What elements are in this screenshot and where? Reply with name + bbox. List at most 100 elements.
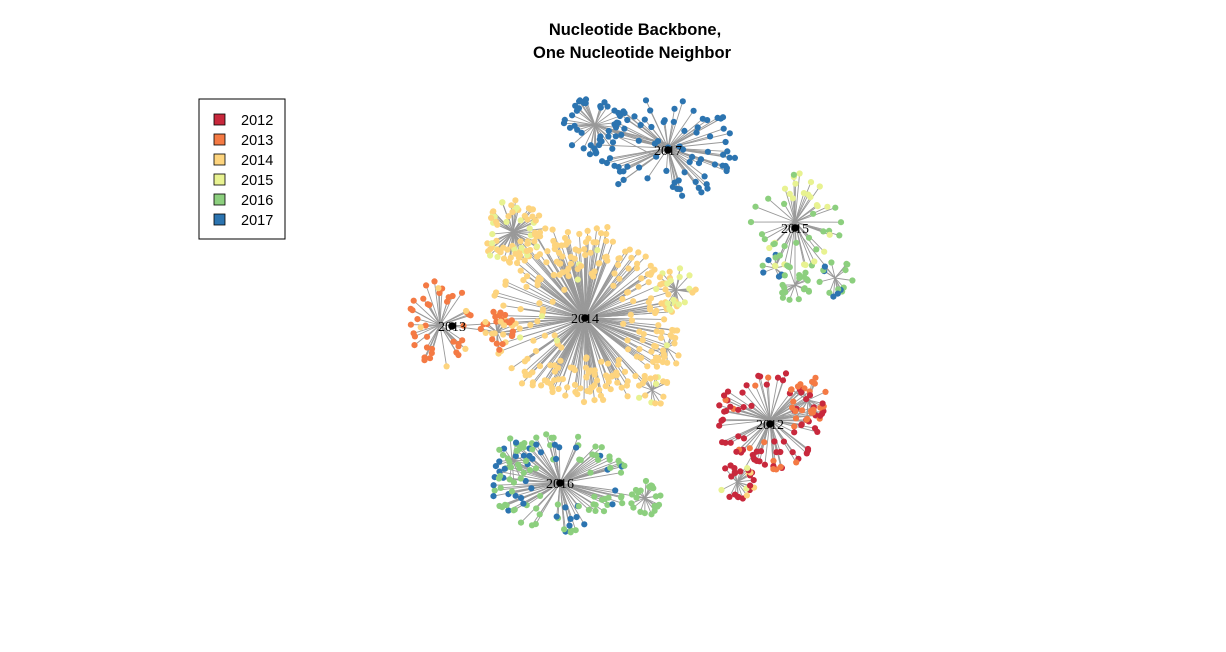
node: [743, 492, 751, 499]
node: [501, 501, 509, 508]
node: [662, 286, 669, 293]
node: [813, 246, 820, 253]
node: [611, 270, 618, 277]
edge: [493, 482, 561, 486]
node: [633, 353, 641, 360]
node: [549, 226, 556, 233]
node: [771, 438, 778, 445]
node: [506, 459, 513, 466]
edge: [583, 124, 596, 149]
node: [599, 496, 606, 503]
edge: [559, 482, 578, 518]
node: [647, 295, 655, 302]
node: [534, 278, 541, 285]
node: [575, 433, 582, 440]
node: [458, 289, 466, 296]
node: [636, 394, 643, 401]
node: [624, 116, 631, 124]
edge: [559, 455, 597, 484]
node: [695, 184, 702, 191]
edge: [759, 376, 771, 421]
node: [522, 457, 530, 464]
node: [657, 492, 664, 499]
node: [621, 368, 629, 375]
node: [585, 506, 593, 513]
node: [506, 259, 513, 266]
node: [739, 389, 746, 396]
node: [826, 289, 833, 296]
edge: [743, 419, 771, 439]
node: [423, 282, 430, 289]
node: [536, 363, 544, 370]
node: [529, 206, 537, 213]
edge: [584, 317, 664, 351]
node: [689, 289, 696, 296]
node: [407, 321, 414, 328]
node: [536, 212, 543, 219]
node: [526, 225, 533, 232]
node: [557, 357, 564, 364]
node: [517, 519, 525, 526]
edge: [584, 317, 658, 368]
edge: [764, 221, 796, 240]
node: [567, 527, 575, 534]
node: [800, 286, 808, 293]
edge: [584, 298, 623, 319]
node: [571, 381, 579, 388]
node: [550, 237, 557, 245]
node: [533, 434, 540, 441]
node: [537, 449, 545, 456]
legend-item-3: 2015: [213, 173, 273, 189]
node: [619, 500, 626, 507]
node: [410, 297, 417, 304]
node: [616, 275, 623, 282]
node: [517, 217, 524, 224]
edge: [675, 275, 690, 291]
node: [603, 159, 611, 167]
hub-label-2015: 2015: [781, 222, 809, 237]
node: [583, 354, 590, 361]
node: [624, 289, 631, 296]
node: [735, 406, 742, 413]
edge: [667, 147, 705, 177]
edge: [584, 317, 607, 387]
node: [551, 368, 559, 375]
node: [551, 332, 558, 339]
node: [505, 507, 512, 514]
node: [551, 362, 558, 369]
node: [813, 202, 821, 209]
node: [695, 160, 703, 167]
node: [798, 421, 805, 428]
edge: [769, 398, 807, 421]
edge: [794, 227, 836, 279]
node: [752, 382, 759, 389]
node: [577, 385, 584, 392]
node: [597, 104, 604, 111]
node: [774, 374, 782, 381]
node: [500, 302, 507, 309]
node: [693, 129, 700, 136]
edge: [583, 249, 586, 319]
node: [634, 260, 641, 267]
node: [595, 260, 602, 267]
node: [523, 283, 530, 290]
node: [467, 312, 474, 319]
edge: [584, 317, 628, 397]
node: [763, 381, 770, 388]
node: [824, 203, 831, 210]
node: [647, 271, 654, 278]
edge: [784, 188, 796, 223]
node: [658, 334, 665, 341]
node: [528, 485, 535, 492]
hub-label-2016: 2016: [546, 477, 574, 492]
edge: [667, 147, 700, 164]
node: [641, 372, 648, 380]
edge: [439, 324, 457, 353]
legend-swatch: [213, 213, 226, 226]
node: [593, 377, 601, 384]
node: [544, 248, 551, 255]
node: [522, 372, 529, 379]
node: [516, 325, 523, 332]
edge: [769, 393, 791, 421]
node: [610, 282, 617, 289]
